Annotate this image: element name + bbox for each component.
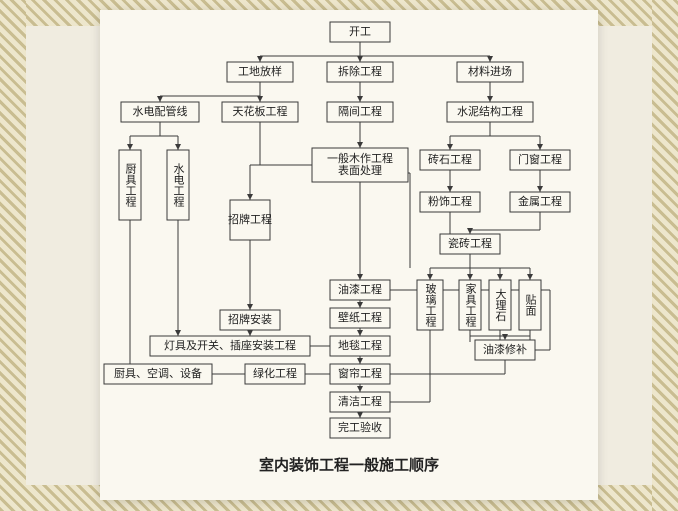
node-label-glass: 玻璃工程 bbox=[424, 283, 437, 328]
node-label-curtain: 窗帘工程 bbox=[338, 366, 382, 380]
node-label-site: 工地放样 bbox=[238, 64, 282, 78]
node-label-veneer: 贴面 bbox=[524, 293, 537, 316]
node-label-signin: 招牌安装 bbox=[228, 312, 272, 326]
decor-border-left bbox=[0, 0, 26, 511]
node-label-door: 门窗工程 bbox=[518, 152, 562, 166]
node-label-wood: 表面处理 bbox=[338, 163, 382, 177]
node-label-mepw: 水电工程 bbox=[172, 163, 185, 208]
node-label-kitchen: 厨具工程 bbox=[124, 163, 137, 208]
diagram-paper: 开工工地放样 拆除工程 材料进场水电配管线 天花板工程 隔间工程 水泥结构工程厨具工程 水电… bbox=[100, 10, 598, 500]
node-label-brick: 砖石工程 bbox=[428, 152, 472, 166]
node-label-mep: 水电配管线 bbox=[133, 104, 188, 118]
node-label-ceiling: 天花板工程 bbox=[233, 104, 288, 118]
node-label-carpet: 地毯工程 bbox=[338, 338, 382, 352]
node-label-clean: 清洁工程 bbox=[338, 395, 382, 408]
flowchart-svg: 开工工地放样 拆除工程 材料进场水电配管线 天花板工程 隔间工程 水泥结构工程厨具工程 水电… bbox=[100, 10, 598, 500]
decor-border-right bbox=[652, 0, 678, 511]
node-label-green: 绿化工程 bbox=[253, 366, 297, 380]
node-label-plaster: 粉饰工程 bbox=[428, 194, 472, 208]
node-label-paint: 油漆工程 bbox=[338, 282, 382, 296]
node-label-wallp: 壁纸工程 bbox=[338, 310, 382, 324]
node-label-metal: 金属工程 bbox=[518, 194, 562, 208]
node-label-start: 开工 bbox=[349, 26, 371, 38]
node-label-paintfix: 油漆修补 bbox=[483, 342, 527, 356]
node-label-furn: 家具工程 bbox=[464, 282, 477, 328]
node-label-sign: 招牌工程 bbox=[228, 212, 272, 226]
node-label-demo: 拆除工程 bbox=[338, 64, 382, 78]
node-label-equip: 厨具、空调、设备 bbox=[114, 366, 202, 380]
node-label-part: 隔间工程 bbox=[338, 105, 382, 118]
node-label-cement: 水泥结构工程 bbox=[457, 104, 523, 118]
node-label-wood: 一般木作工程 bbox=[327, 152, 393, 165]
node-label-marble: 大理石 bbox=[494, 287, 507, 321]
node-label-lights: 灯具及开关、插座安装工程 bbox=[164, 338, 296, 352]
node-label-tile: 瓷砖工程 bbox=[448, 236, 492, 250]
node-label-done: 完工验收 bbox=[338, 420, 382, 434]
diagram-caption: 室内装饰工程一般施工顺序 bbox=[259, 456, 439, 474]
node-label-mat: 材料进场 bbox=[468, 64, 512, 78]
